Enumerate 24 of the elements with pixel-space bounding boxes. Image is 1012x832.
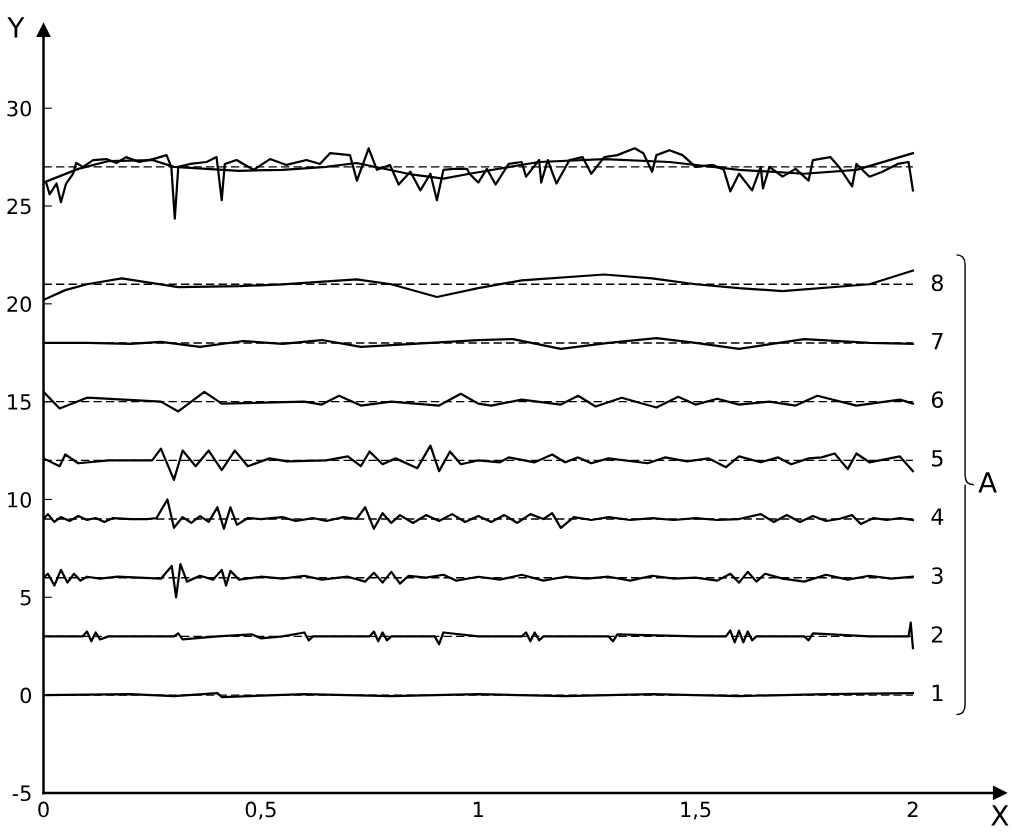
series-label: 8 <box>931 274 943 292</box>
series-label: 1 <box>932 684 943 701</box>
series-label: 6 <box>931 391 944 409</box>
y-tick-label: 20 <box>7 296 32 313</box>
y-tick-label: 30 <box>7 100 32 117</box>
y-axis-title: Y <box>7 17 25 38</box>
series-label: 5 <box>932 450 943 467</box>
x-tick-label: 1,5 <box>681 801 711 820</box>
x-tick-label: 2 <box>907 801 918 818</box>
series-label: 3 <box>932 567 943 585</box>
y-tick-label: 15 <box>8 394 31 410</box>
y-tick-label: -5 <box>12 785 31 802</box>
x-axis-title: X <box>991 805 1009 826</box>
series-label: 2 <box>931 626 943 643</box>
series-label: 7 <box>932 332 943 350</box>
y-tick-label: 5 <box>20 590 31 606</box>
y-tick-label: 25 <box>7 198 31 215</box>
x-tick-label: 0,5 <box>245 801 276 820</box>
y-tick-label: 0 <box>20 687 32 704</box>
y-tick-label: 10 <box>8 491 32 508</box>
series-label: 4 <box>931 508 944 525</box>
x-tick-label: 1 <box>473 801 483 818</box>
annotation: A <box>978 472 997 493</box>
x-tick-label: 0 <box>38 801 49 818</box>
